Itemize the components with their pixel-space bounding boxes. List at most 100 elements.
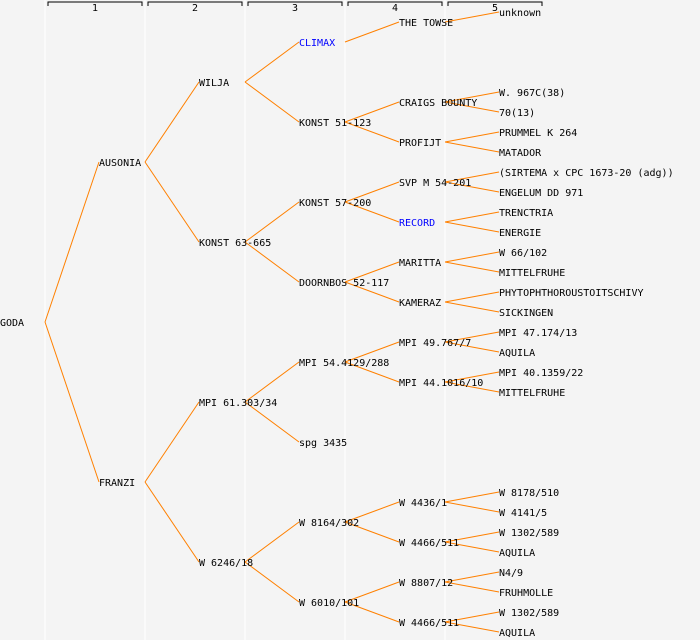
pedigree-link — [344, 281, 400, 303]
generation-header: 2 — [192, 3, 198, 14]
pedigree-link — [344, 201, 400, 223]
pedigree-link — [144, 81, 200, 163]
ancestor-name: W 4141/5 — [499, 508, 547, 519]
pedigree-link — [444, 291, 500, 303]
ancestor-name: W 8807/12 — [399, 578, 453, 589]
pedigree-link — [444, 11, 500, 23]
pedigree-link — [444, 611, 500, 623]
ancestor-name: DOORNBOS 52-117 — [299, 278, 389, 289]
ancestor-name: AQUILA — [499, 628, 535, 639]
pedigree-link — [444, 371, 500, 383]
pedigree-link — [444, 171, 500, 183]
ancestor-name: ENGELUM DD 971 — [499, 188, 583, 199]
pedigree-link — [344, 501, 400, 523]
pedigree-link — [144, 401, 200, 483]
pedigree-link — [344, 261, 400, 283]
ancestor-name: W. 967C(38) — [499, 88, 565, 99]
ancestor-name: MITTELFRUHE — [499, 388, 565, 399]
pedigree-link — [444, 501, 500, 513]
pedigree-link — [244, 81, 300, 123]
generation-header: 1 — [92, 3, 98, 14]
generation-bracket — [47, 1, 143, 6]
ancestor-name: MPI 40.1359/22 — [499, 368, 583, 379]
pedigree-link — [444, 131, 500, 143]
ancestor-name: W 1302/589 — [499, 528, 559, 539]
ancestor-name: MPI 54.4129/288 — [299, 358, 389, 369]
ancestor-name: KAMERAZ — [399, 298, 441, 309]
ancestor-name: (SIRTEMA x CPC 1673-20 (adg)) — [499, 168, 674, 179]
generation-header: 5 — [492, 3, 498, 14]
ancestor-name: ENERGIE — [499, 228, 541, 239]
ancestor-name: AUSONIA — [99, 158, 141, 169]
ancestor-name: TRENCTRIA — [499, 208, 553, 219]
ancestor-name: SVP M 54-201 — [399, 178, 471, 189]
pedigree-link — [344, 521, 400, 543]
pedigree-link — [444, 341, 500, 353]
pedigree-link — [444, 181, 500, 193]
ancestor-name: N4/9 — [499, 568, 523, 579]
pedigree-link — [244, 201, 300, 243]
ancestor-name: AQUILA — [499, 348, 535, 359]
pedigree-link — [444, 91, 500, 103]
pedigree-link — [244, 561, 300, 603]
ancestor-name: CLIMAX — [299, 38, 335, 49]
pedigree-link — [344, 601, 400, 623]
ancestor-name: spg 3435 — [299, 438, 347, 449]
pedigree-link — [344, 21, 400, 43]
pedigree-link — [444, 581, 500, 593]
pedigree-link — [344, 121, 400, 143]
pedigree-link — [344, 341, 400, 363]
ancestor-name: KONST 51-123 — [299, 118, 371, 129]
ancestor-name: CRAIGS BOUNTY — [399, 98, 477, 109]
ancestor-name: KONST 57-200 — [299, 198, 371, 209]
ancestor-name: MPI 47.174/13 — [499, 328, 577, 339]
ancestor-name: FRUHMOLLE — [499, 588, 553, 599]
generation-bracket — [447, 1, 543, 6]
ancestor-name: MPI 61.303/34 — [199, 398, 277, 409]
pedigree-link — [444, 491, 500, 503]
pedigree-link — [444, 541, 500, 553]
pedigree-link — [244, 241, 300, 283]
pedigree-link — [444, 531, 500, 543]
pedigree-link — [444, 301, 500, 313]
ancestor-name: W 6246/18 — [199, 558, 253, 569]
ancestor-name: MARITTA — [399, 258, 441, 269]
ancestor-name: PROFIJT — [399, 138, 441, 149]
ancestor-name: MATADOR — [499, 148, 542, 159]
pedigree-link — [444, 331, 500, 343]
generation-header: 3 — [292, 3, 298, 14]
pedigree-link — [344, 101, 400, 123]
ancestor-name: MPI 49.767/7 — [399, 338, 471, 349]
pedigree-link — [444, 381, 500, 393]
pedigree-link — [244, 401, 300, 443]
generation-bracket — [347, 1, 443, 6]
pedigree-link — [44, 161, 100, 323]
ancestor-name: WILJA — [199, 78, 229, 89]
ancestor-name: W 4466/511 — [399, 618, 459, 629]
pedigree-link — [244, 521, 300, 563]
pedigree-link — [444, 141, 500, 153]
pedigree-link — [44, 321, 100, 483]
ancestor-name: W 4436/1 — [399, 498, 447, 509]
ancestor-name: KONST 63-665 — [199, 238, 271, 249]
ancestor-name: W 8178/510 — [499, 488, 559, 499]
pedigree-link — [444, 211, 500, 223]
pedigree-link — [444, 251, 500, 263]
pedigree-link — [444, 221, 500, 233]
pedigree-link — [244, 41, 300, 83]
pedigree-link — [444, 571, 500, 583]
generation-bracket — [147, 1, 243, 6]
pedigree-link — [444, 621, 500, 633]
ancestor-name: RECORD — [399, 218, 435, 229]
ancestor-name: THE TOWSE — [399, 18, 453, 29]
ancestor-name: W 66/102 — [499, 248, 547, 259]
subject-name: GODA — [0, 318, 24, 329]
ancestor-name: W 4466/511 — [399, 538, 459, 549]
ancestor-name: SICKINGEN — [499, 308, 553, 319]
ancestor-name: PRUMMEL K 264 — [499, 128, 577, 139]
ancestor-name: MPI 44.1016/10 — [399, 378, 483, 389]
pedigree-link — [444, 101, 500, 113]
generation-bracket — [247, 1, 343, 6]
